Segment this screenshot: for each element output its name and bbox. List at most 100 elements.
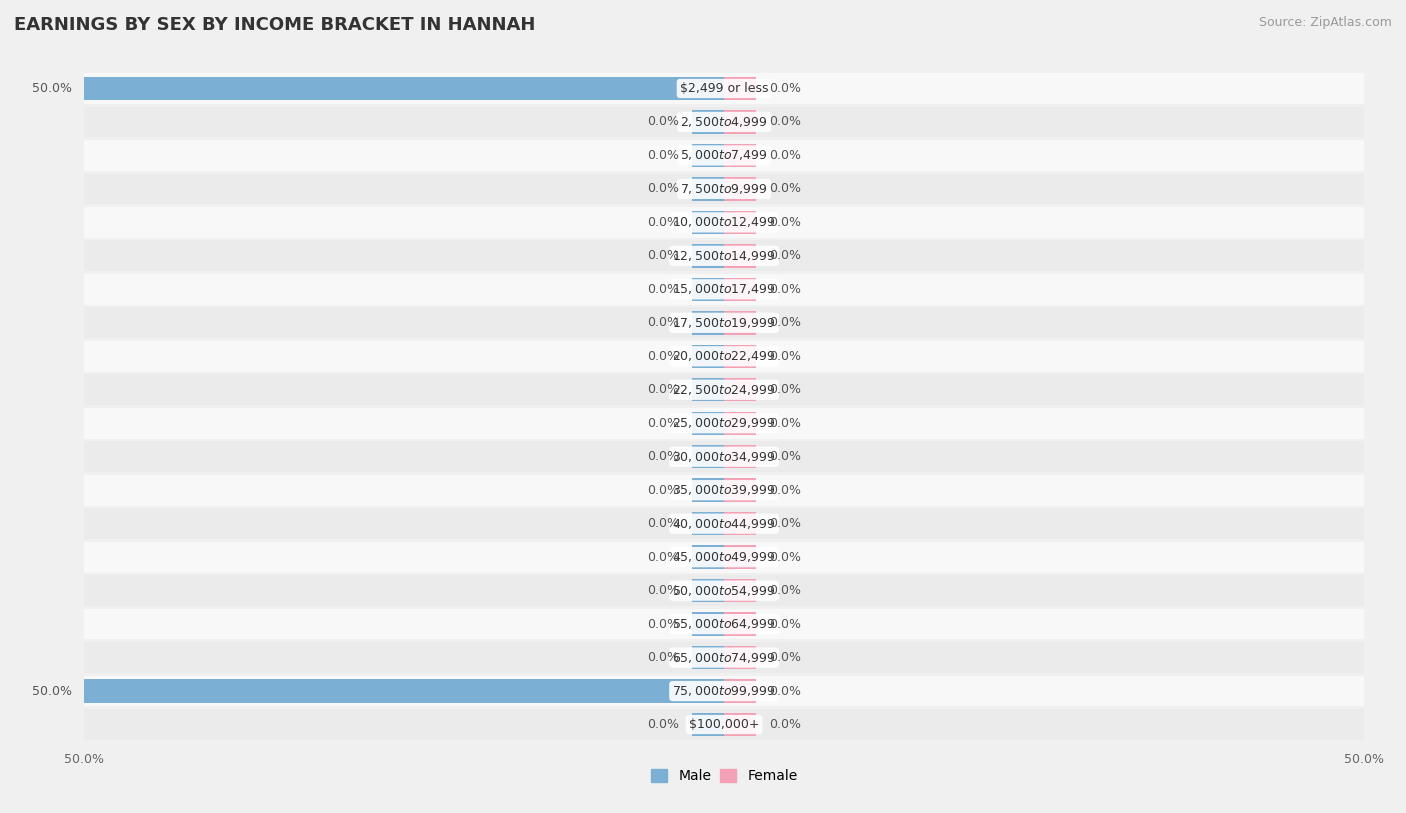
- Text: 0.0%: 0.0%: [647, 550, 679, 563]
- Bar: [692, 713, 724, 737]
- Text: $25,000 to $29,999: $25,000 to $29,999: [672, 416, 776, 430]
- Text: 0.0%: 0.0%: [647, 283, 679, 296]
- Bar: [84, 274, 1364, 305]
- Text: $30,000 to $34,999: $30,000 to $34,999: [672, 450, 776, 463]
- Text: $22,500 to $24,999: $22,500 to $24,999: [672, 383, 776, 397]
- Bar: [84, 576, 1364, 606]
- Text: 0.0%: 0.0%: [769, 182, 801, 195]
- Bar: [724, 111, 756, 133]
- Text: 0.0%: 0.0%: [769, 618, 801, 631]
- Bar: [692, 378, 724, 402]
- Text: 0.0%: 0.0%: [647, 216, 679, 229]
- Bar: [84, 709, 1364, 740]
- Bar: [692, 244, 724, 267]
- Bar: [84, 374, 1364, 405]
- Bar: [84, 508, 1364, 539]
- Bar: [84, 307, 1364, 338]
- Bar: [724, 445, 756, 468]
- Bar: [692, 612, 724, 636]
- Text: 0.0%: 0.0%: [647, 651, 679, 664]
- Bar: [724, 546, 756, 569]
- Bar: [692, 345, 724, 368]
- Bar: [692, 579, 724, 602]
- Bar: [692, 177, 724, 201]
- Text: 0.0%: 0.0%: [647, 417, 679, 430]
- Bar: [724, 345, 756, 368]
- Text: 0.0%: 0.0%: [769, 115, 801, 128]
- Legend: Male, Female: Male, Female: [645, 763, 803, 789]
- Text: 0.0%: 0.0%: [769, 484, 801, 497]
- Text: Source: ZipAtlas.com: Source: ZipAtlas.com: [1258, 16, 1392, 29]
- Bar: [724, 680, 756, 702]
- Bar: [724, 277, 756, 301]
- Text: 0.0%: 0.0%: [769, 149, 801, 162]
- Bar: [724, 579, 756, 602]
- Text: $2,499 or less: $2,499 or less: [681, 82, 768, 95]
- Text: $75,000 to $99,999: $75,000 to $99,999: [672, 684, 776, 698]
- Bar: [84, 642, 1364, 673]
- Bar: [692, 546, 724, 569]
- Text: 0.0%: 0.0%: [769, 417, 801, 430]
- Text: 50.0%: 50.0%: [31, 685, 72, 698]
- Text: EARNINGS BY SEX BY INCOME BRACKET IN HANNAH: EARNINGS BY SEX BY INCOME BRACKET IN HAN…: [14, 16, 536, 34]
- Bar: [724, 378, 756, 402]
- Text: 0.0%: 0.0%: [769, 350, 801, 363]
- Text: 0.0%: 0.0%: [647, 115, 679, 128]
- Bar: [724, 244, 756, 267]
- Text: $100,000+: $100,000+: [689, 718, 759, 731]
- Text: 0.0%: 0.0%: [647, 250, 679, 263]
- Text: 0.0%: 0.0%: [769, 250, 801, 263]
- Text: 0.0%: 0.0%: [769, 316, 801, 329]
- Text: $17,500 to $19,999: $17,500 to $19,999: [672, 315, 776, 330]
- Bar: [724, 411, 756, 435]
- Bar: [84, 173, 1364, 204]
- Bar: [724, 177, 756, 201]
- Bar: [84, 680, 724, 702]
- Text: $10,000 to $12,499: $10,000 to $12,499: [672, 215, 776, 229]
- Text: 0.0%: 0.0%: [769, 718, 801, 731]
- Bar: [84, 73, 1364, 104]
- Bar: [84, 241, 1364, 272]
- Bar: [724, 144, 756, 167]
- Bar: [692, 445, 724, 468]
- Bar: [692, 479, 724, 502]
- Text: 0.0%: 0.0%: [647, 584, 679, 597]
- Bar: [724, 211, 756, 234]
- Text: $50,000 to $54,999: $50,000 to $54,999: [672, 584, 776, 598]
- Text: $20,000 to $22,499: $20,000 to $22,499: [672, 350, 776, 363]
- Text: $35,000 to $39,999: $35,000 to $39,999: [672, 483, 776, 498]
- Text: $45,000 to $49,999: $45,000 to $49,999: [672, 550, 776, 564]
- Bar: [692, 311, 724, 334]
- Bar: [84, 441, 1364, 472]
- Text: $15,000 to $17,499: $15,000 to $17,499: [672, 282, 776, 296]
- Bar: [84, 408, 1364, 439]
- Bar: [84, 140, 1364, 171]
- Text: $5,000 to $7,499: $5,000 to $7,499: [681, 149, 768, 163]
- Bar: [692, 277, 724, 301]
- Text: 0.0%: 0.0%: [769, 450, 801, 463]
- Text: 0.0%: 0.0%: [769, 283, 801, 296]
- Bar: [84, 207, 1364, 237]
- Text: 0.0%: 0.0%: [769, 82, 801, 95]
- Text: 0.0%: 0.0%: [647, 718, 679, 731]
- Bar: [692, 512, 724, 536]
- Text: 0.0%: 0.0%: [769, 517, 801, 530]
- Text: 0.0%: 0.0%: [647, 350, 679, 363]
- Text: 0.0%: 0.0%: [647, 484, 679, 497]
- Text: $65,000 to $74,999: $65,000 to $74,999: [672, 650, 776, 664]
- Bar: [724, 646, 756, 669]
- Text: 0.0%: 0.0%: [647, 316, 679, 329]
- Text: $7,500 to $9,999: $7,500 to $9,999: [681, 182, 768, 196]
- Bar: [84, 541, 1364, 572]
- Text: 0.0%: 0.0%: [769, 685, 801, 698]
- Text: $55,000 to $64,999: $55,000 to $64,999: [672, 617, 776, 631]
- Text: $40,000 to $44,999: $40,000 to $44,999: [672, 517, 776, 531]
- Bar: [84, 475, 1364, 506]
- Bar: [692, 211, 724, 234]
- Bar: [724, 612, 756, 636]
- Text: 0.0%: 0.0%: [769, 383, 801, 396]
- Bar: [84, 676, 1364, 706]
- Text: 0.0%: 0.0%: [769, 550, 801, 563]
- Bar: [724, 311, 756, 334]
- Bar: [724, 76, 756, 100]
